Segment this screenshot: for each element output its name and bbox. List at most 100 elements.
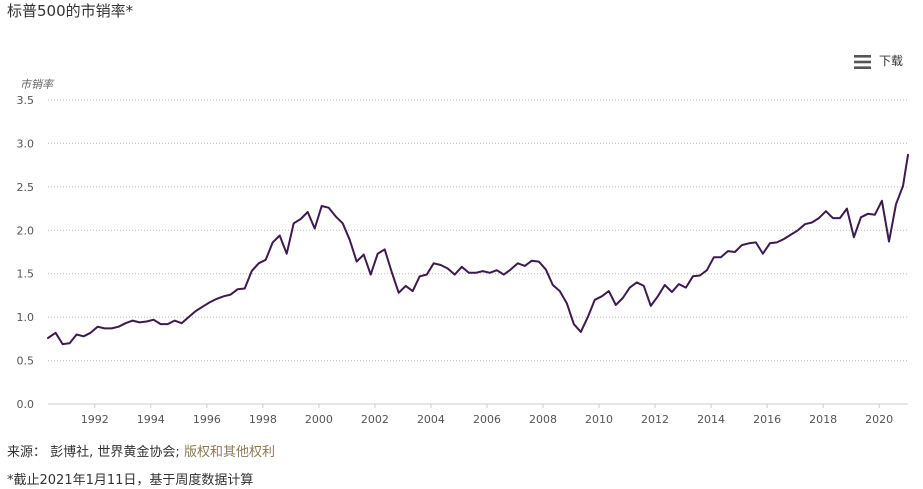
data-point [881, 200, 883, 202]
data-point [734, 251, 736, 253]
data-point [685, 286, 687, 288]
data-point [664, 284, 666, 286]
price-to-sales-line-chart: 市销率 0.0 0.5 1.0 1.5 2.0 2.5 3.0 3.5 1992 1994 1996 1… [17, 78, 909, 426]
x-tick-label: 2006 [473, 413, 501, 426]
data-point [307, 211, 309, 213]
data-point [138, 321, 140, 323]
data-point [433, 262, 435, 264]
data-point [832, 217, 834, 219]
data-point [180, 322, 182, 324]
data-point [741, 244, 743, 246]
data-point [720, 256, 722, 258]
data-point [496, 269, 498, 271]
data-point [867, 213, 869, 215]
data-point [804, 223, 806, 225]
y-tick-label: 3.5 [17, 94, 35, 107]
data-point [454, 273, 456, 275]
x-tick-label: 2012 [641, 413, 669, 426]
data-point [587, 316, 589, 318]
x-tick-label: 2010 [585, 413, 613, 426]
data-point [236, 288, 238, 290]
data-point [222, 295, 224, 297]
data-point [293, 222, 295, 224]
data-point [601, 295, 603, 297]
data-point [475, 272, 477, 274]
x-tick-label: 1996 [193, 413, 221, 426]
x-tick-label: 2008 [529, 413, 557, 426]
data-point [643, 285, 645, 287]
data-point [907, 154, 909, 156]
y-tick-label: 2.0 [17, 224, 35, 237]
data-point [699, 274, 701, 276]
download-label[interactable]: 下载 [878, 54, 903, 68]
data-point [54, 332, 56, 334]
data-point [559, 290, 561, 292]
data-point [790, 233, 792, 235]
data-point [384, 248, 386, 250]
data-point [426, 273, 428, 275]
data-point [377, 253, 379, 255]
data-point [173, 319, 175, 321]
data-point [166, 323, 168, 325]
x-tick-label: 1992 [81, 413, 109, 426]
data-point [314, 227, 316, 229]
x-tick-label: 1998 [249, 413, 277, 426]
data-point [272, 241, 274, 243]
data-point [61, 343, 63, 345]
data-point [545, 268, 547, 270]
data-point [839, 217, 841, 219]
data-point [342, 222, 344, 224]
data-point [755, 241, 757, 243]
data-point [461, 266, 463, 268]
data-point [783, 238, 785, 240]
x-tick-label: 2014 [697, 413, 725, 426]
data-point [75, 333, 77, 335]
data-point [89, 332, 91, 334]
data-point [110, 327, 112, 329]
rights-link[interactable]: 版权和其他权利 [183, 445, 275, 460]
y-tick-label: 0.0 [17, 398, 35, 411]
data-point [657, 295, 659, 297]
data-point [131, 319, 133, 321]
data-point [692, 275, 694, 277]
data-point [706, 269, 708, 271]
data-point [615, 304, 617, 306]
data-point [370, 273, 372, 275]
data-point [187, 316, 189, 318]
download-button[interactable]: 下载 [853, 52, 903, 69]
data-point [538, 260, 540, 262]
footnote: *截止2021年1月11日，基于周度数据计算 [7, 473, 254, 488]
data-point [573, 323, 575, 325]
data-point [482, 270, 484, 272]
data-point [769, 242, 771, 244]
hamburger-menu-icon[interactable] [853, 54, 871, 69]
data-point [888, 240, 890, 242]
data-point [447, 267, 449, 269]
data-point [398, 292, 400, 294]
data-point [356, 260, 358, 262]
data-point [797, 229, 799, 231]
y-tick-label: 3.0 [17, 137, 35, 150]
x-tick-label: 2018 [809, 413, 837, 426]
data-point [608, 290, 610, 292]
data-point [244, 287, 246, 289]
data-point [552, 284, 554, 286]
page-title: 标普500的市销率* [7, 2, 134, 20]
data-point [762, 253, 764, 255]
data-point [503, 273, 505, 275]
data-point [391, 271, 393, 273]
data-point [124, 322, 126, 324]
data-point [468, 272, 470, 274]
data-point [580, 331, 582, 333]
data-point [68, 342, 70, 344]
data-point [678, 283, 680, 285]
source-text: 彭博社, 世界黄金协会; [50, 445, 180, 460]
data-point [419, 275, 421, 277]
data-point [208, 301, 210, 303]
data-point [517, 262, 519, 264]
data-point [405, 285, 407, 287]
data-point [531, 260, 533, 262]
x-tick-label: 2020 [865, 413, 893, 426]
y-tick-label: 1.0 [17, 311, 35, 324]
data-point [860, 216, 862, 218]
